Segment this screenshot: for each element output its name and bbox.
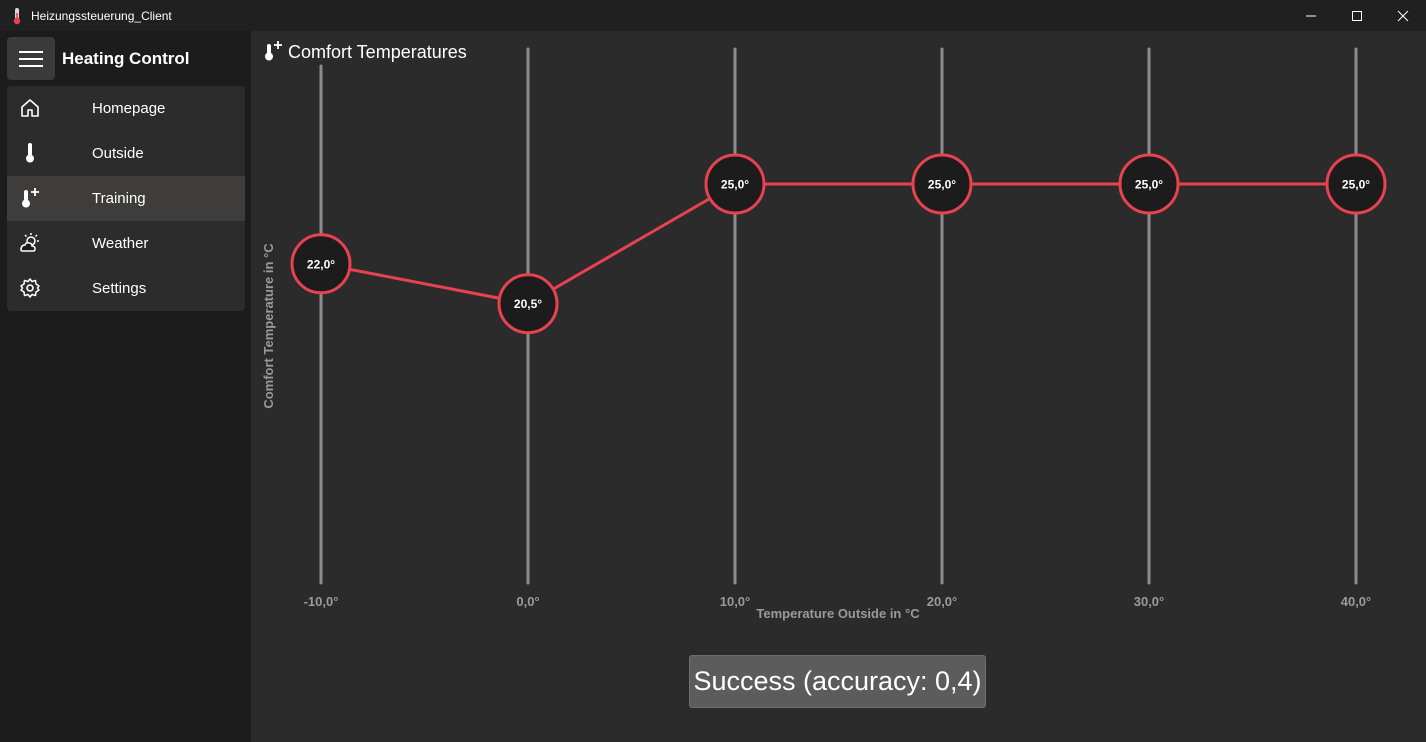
sidebar-item-homepage[interactable]: Homepage [7,86,245,131]
x-tick-label: 40,0° [1341,594,1372,609]
sidebar-item-weather[interactable]: Weather [7,221,245,266]
comfort-temperature-chart: -10,0° 0,0° 10,0° 20,0° 30,0° 40,0° Temperatur… [261,47,1387,621]
page-title: Comfort Temperatures [288,42,467,62]
minimize-icon [1306,15,1316,16]
sidebar-item-outside[interactable]: Outside [7,131,245,176]
data-point-label: 22,0° [307,257,335,271]
maximize-button[interactable] [1334,0,1380,31]
series-line [320,182,1356,306]
app-thermometer-icon [13,8,21,25]
thermometer-plus-icon [265,41,282,61]
data-point-label: 25,0° [721,178,749,192]
sidebar-item-label: Settings [92,280,147,297]
x-tick-label: -10,0° [304,594,339,609]
sidebar-item-label: Training [92,190,146,207]
data-point-label: 25,0° [1135,178,1163,192]
x-tick-label: 0,0° [516,594,539,609]
status-button[interactable]: Success (accuracy: 0,4) [689,655,986,708]
sidebar-item-label: Weather [92,235,149,252]
thermometer-plus-icon [22,188,39,208]
y-axis-label: Comfort Temperature in °C [261,243,276,409]
sidebar-item-training[interactable]: Training [7,176,245,221]
sidebar-item-label: Homepage [92,100,166,117]
close-icon [1397,10,1409,21]
title-bar: Heizungssteuerung_Client [0,0,1426,31]
maximize-icon [1352,10,1362,21]
window-title: Heizungssteuerung_Client [31,9,172,23]
data-point-handle [1118,153,1180,215]
app-name: Heating Control [62,49,190,68]
data-point-label: 25,0° [1342,178,1370,192]
thermometer-icon [26,143,34,163]
x-tick-label: 30,0° [1134,594,1165,609]
nav-menu: Homepage Outside Training [7,86,245,311]
x-axis-label: Temperature Outside in °C [756,606,920,621]
hamburger-icon [19,50,43,67]
sidebar: Heating Control Homepage Outside Trainin… [0,31,251,742]
data-point-handle [911,153,973,215]
home-icon [21,99,39,117]
sidebar-item-label: Outside [92,145,144,162]
main-content: -10,0° 0,0° 10,0° 20,0° 30,0° 40,0° Temperatur… [251,31,1426,742]
data-point-handle [497,273,559,335]
sidebar-item-settings[interactable]: Settings [7,266,245,311]
data-point-handle [704,153,766,215]
data-point-handle [1325,153,1387,215]
x-tick-label: 10,0° [720,594,751,609]
data-point-label: 20,5° [514,297,542,311]
hamburger-menu-button[interactable] [7,37,55,80]
x-tick-label: 20,0° [927,594,958,609]
weather-icon [20,233,39,252]
gear-icon [20,278,40,298]
data-point-handle [290,233,352,295]
close-button[interactable] [1380,0,1426,31]
data-point-label: 25,0° [928,178,956,192]
minimize-button[interactable] [1288,0,1334,31]
